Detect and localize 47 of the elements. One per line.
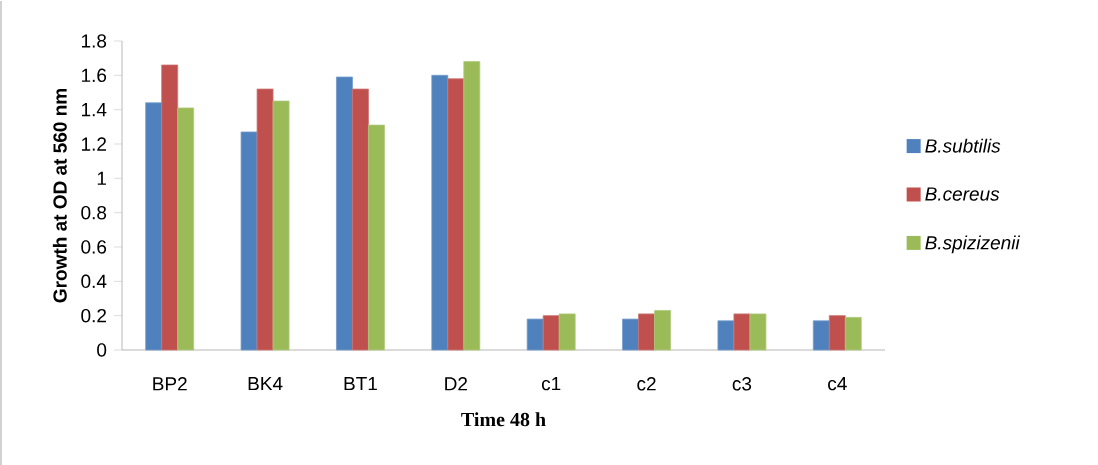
y-tick-label: 1 (97, 171, 107, 185)
x-tick-label: BK4 (248, 377, 283, 391)
bar (749, 313, 767, 351)
y-tick-label: 1.4 (81, 103, 107, 117)
y-tick-label: 0.8 (81, 205, 107, 220)
legend-label: B.cereus (925, 187, 1000, 201)
bar (638, 313, 655, 351)
bar (161, 64, 179, 351)
x-tick-label: c3 (732, 377, 752, 391)
bar (542, 315, 560, 351)
y-axis-title: Growth at OD at 560 nm (52, 89, 67, 303)
y-tick-label: 1.2 (81, 137, 107, 151)
legend-label: B.spizizenii (925, 235, 1021, 254)
bar (272, 100, 290, 351)
y-tick-label: 1.8 (81, 34, 107, 48)
bar (447, 78, 465, 351)
bar (558, 313, 576, 351)
bar (145, 102, 163, 351)
x-tick-label: BT1 (344, 377, 377, 391)
bar (654, 310, 671, 351)
x-tick-label: BP2 (153, 377, 187, 391)
bar (177, 107, 195, 351)
y-tick-label: 0.4 (81, 274, 107, 289)
y-tick-label: 0 (97, 343, 107, 357)
bar (622, 318, 639, 351)
bar (256, 88, 274, 351)
bar (463, 61, 481, 351)
y-tick-label: 0.2 (81, 308, 107, 323)
bar (733, 313, 751, 351)
bar (352, 88, 369, 351)
bar (526, 318, 544, 351)
bar (717, 320, 735, 351)
bar (828, 315, 846, 351)
legend-label: B.subtilis (925, 138, 1001, 153)
bar (431, 74, 449, 351)
y-tick-label: 0.6 (81, 240, 107, 254)
bar (368, 124, 385, 351)
bar (844, 316, 862, 351)
x-tick-label: c4 (828, 377, 847, 391)
bar (336, 76, 353, 351)
x-tick-label: c1 (541, 377, 561, 391)
y-tick-label: 1.6 (81, 68, 107, 83)
bar (812, 320, 830, 351)
bar (240, 131, 258, 351)
x-axis-title: Time 48 h (461, 412, 546, 427)
x-tick-label: c2 (637, 377, 656, 391)
x-tick-label: D2 (445, 377, 468, 391)
